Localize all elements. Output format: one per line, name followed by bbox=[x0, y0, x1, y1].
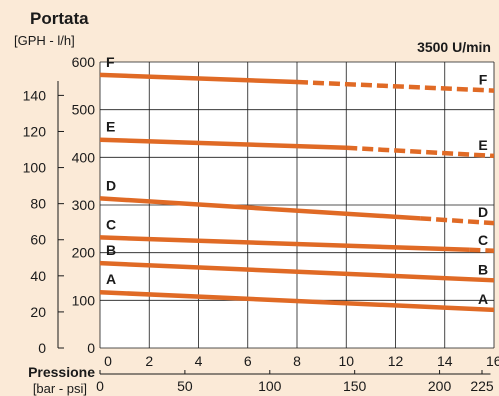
psi-tick-label: 50 bbox=[177, 378, 193, 394]
chart-subtitle: [GPH - l/h] bbox=[14, 33, 75, 48]
bar-tick-label: 12 bbox=[388, 353, 404, 369]
series-label-left: D bbox=[106, 177, 116, 193]
series-label-right: B bbox=[478, 261, 488, 277]
bar-tick-label: 16 bbox=[486, 353, 499, 369]
series-line-c bbox=[99, 235, 470, 253]
gph-tick-label: 20 bbox=[30, 304, 46, 320]
series-label-left: E bbox=[106, 119, 115, 135]
x-axis-units: [bar - psi] bbox=[33, 381, 87, 396]
lh-tick-label: 600 bbox=[72, 54, 96, 70]
lh-tick-label: 100 bbox=[72, 292, 96, 308]
gph-tick-label: 60 bbox=[30, 232, 46, 248]
series-dashed-f bbox=[296, 79, 495, 93]
psi-tick-label: 100 bbox=[258, 378, 282, 394]
gph-tick-label: 0 bbox=[38, 340, 46, 356]
series-dashed-e bbox=[346, 145, 495, 159]
bar-tick-label: 2 bbox=[145, 353, 153, 369]
series-label-left: A bbox=[106, 271, 116, 287]
series-line-f bbox=[99, 72, 298, 85]
psi-tick-label: 150 bbox=[343, 378, 367, 394]
series-label-right: D bbox=[478, 204, 488, 220]
series-label-left: C bbox=[106, 216, 116, 232]
psi-tick-label: 0 bbox=[96, 378, 104, 394]
lh-tick-label: 400 bbox=[72, 149, 96, 165]
lh-tick-label: 0 bbox=[87, 340, 95, 356]
series-label-right: E bbox=[478, 137, 487, 153]
bar-tick-label: 4 bbox=[195, 353, 203, 369]
series-label-left: B bbox=[106, 242, 116, 258]
gph-tick-label: 100 bbox=[23, 160, 47, 176]
lh-tick-label: 300 bbox=[72, 197, 96, 213]
series-line-b bbox=[99, 260, 495, 283]
bar-tick-label: 10 bbox=[338, 353, 354, 369]
speed-label: 3500 U/min bbox=[417, 39, 491, 55]
psi-tick-label: 225 bbox=[470, 378, 494, 394]
series-label-right: A bbox=[478, 291, 488, 307]
bar-tick-label: 8 bbox=[293, 353, 301, 369]
gph-tick-label: 140 bbox=[23, 87, 47, 103]
gph-tick-label: 80 bbox=[30, 196, 46, 212]
chart-axes bbox=[57, 80, 491, 375]
gph-tick-label: 120 bbox=[23, 123, 47, 139]
series-label-right: C bbox=[478, 232, 488, 248]
series-line-e bbox=[99, 137, 347, 151]
series-dashed-d bbox=[419, 216, 495, 226]
series-label-right: F bbox=[479, 72, 488, 88]
chart-title: Portata bbox=[30, 9, 89, 28]
series-line-a bbox=[99, 289, 495, 313]
series-label-left: F bbox=[106, 54, 115, 70]
series-line-d bbox=[99, 196, 421, 221]
lh-tick-label: 200 bbox=[72, 245, 96, 261]
bar-tick-label: 14 bbox=[437, 353, 453, 369]
series-dashed-c bbox=[469, 247, 495, 254]
x-axis-label: Pressione bbox=[28, 364, 95, 380]
bar-tick-label: 6 bbox=[244, 353, 252, 369]
bar-tick-label: 0 bbox=[104, 353, 112, 369]
lh-tick-label: 500 bbox=[72, 102, 96, 118]
psi-tick-label: 200 bbox=[428, 378, 452, 394]
gph-tick-label: 40 bbox=[30, 268, 46, 284]
